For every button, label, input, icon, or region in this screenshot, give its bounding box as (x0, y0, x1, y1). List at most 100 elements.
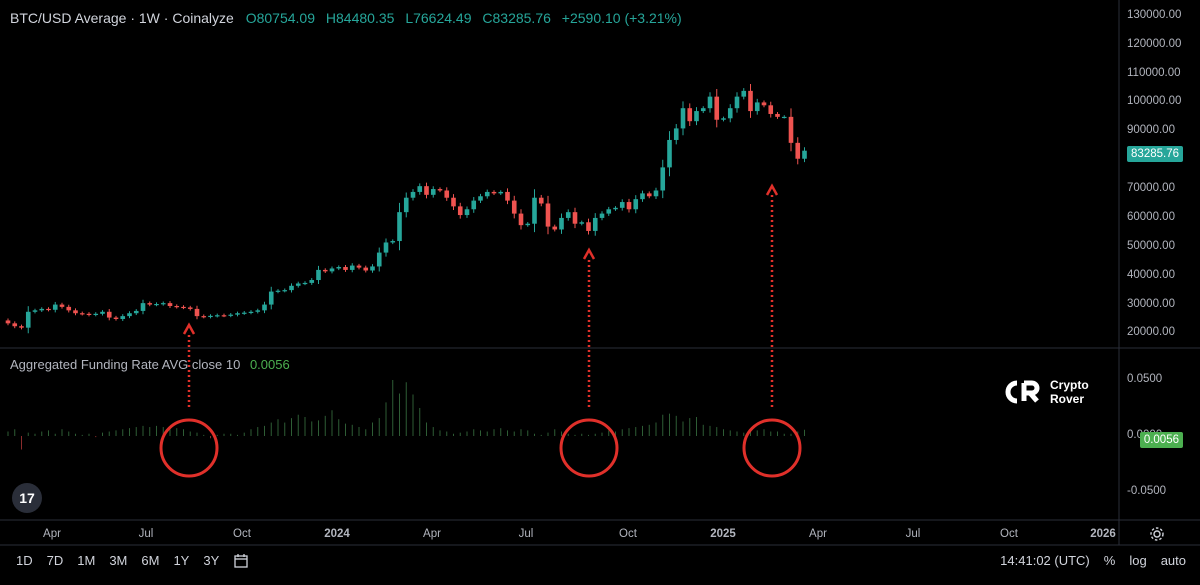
candle-body (410, 191, 416, 198)
timeframe-1d[interactable]: 1D (16, 553, 33, 568)
candle-body (768, 105, 774, 114)
timeframe-1m[interactable]: 1M (77, 553, 96, 568)
candle-body (734, 96, 740, 109)
candle-body (559, 217, 564, 230)
price-axis-tick: 130000.00 (1127, 8, 1182, 21)
candle-body (140, 303, 146, 311)
candle-body (174, 306, 180, 308)
candle-body (383, 242, 389, 253)
candle-body (390, 241, 396, 243)
indicator-value: 0.0056 (249, 357, 290, 372)
candle-body (592, 217, 598, 231)
candle-body (673, 128, 679, 140)
candle-body (329, 268, 335, 272)
candle-body (255, 310, 261, 312)
crypto-rover-mark-icon (1005, 380, 1040, 404)
annotation-arrowhead (582, 247, 596, 260)
candle-body (565, 212, 571, 218)
date-range-icon[interactable] (233, 553, 249, 572)
candle-body (478, 196, 483, 201)
candle-body (471, 200, 477, 210)
candle-body (133, 310, 139, 314)
annotation-arrowhead (182, 322, 196, 335)
auto-toggle[interactable]: auto (1160, 553, 1186, 568)
candle-body (795, 142, 801, 159)
candle-body (376, 252, 382, 267)
candle-body (464, 209, 470, 216)
clock-time[interactable]: 14:41:02 (UTC) (1000, 553, 1090, 568)
candle-body (282, 290, 288, 292)
indicator-title[interactable]: Aggregated Funding Rate AVG close 10 0.0… (10, 357, 290, 372)
timeframe-7d[interactable]: 7D (46, 553, 64, 568)
symbol-title[interactable]: BTC/USD Average · 1W · Coinalyze (10, 10, 234, 26)
candle-body (707, 96, 713, 109)
candle-body (32, 310, 38, 312)
candle-body (505, 191, 510, 201)
annotation-circle (742, 418, 802, 478)
candle-body (160, 303, 166, 305)
candle-body (309, 280, 315, 283)
candle-body (154, 303, 159, 306)
indicator-name: Aggregated Funding Rate AVG close 10 (10, 357, 241, 372)
candle-body (289, 285, 294, 291)
candle-body (802, 150, 807, 159)
candle-body (451, 197, 456, 207)
candle-body (187, 307, 193, 309)
candle-body (545, 203, 551, 227)
timeframe-6m[interactable]: 6M (141, 553, 160, 568)
candle-body (552, 226, 558, 230)
candle-body (538, 197, 544, 204)
candle-body (120, 316, 126, 320)
candle-body (363, 267, 369, 271)
time-axis-tick: Oct (619, 528, 638, 540)
candle-body (660, 167, 666, 191)
timeframe-1y[interactable]: 1Y (173, 553, 190, 568)
candle-body (106, 311, 112, 318)
candle-body (113, 317, 119, 320)
timeframe-3y[interactable]: 3Y (203, 553, 220, 568)
time-axis-tick: 2024 (324, 528, 350, 540)
timeframe-toolbar: 1D 7D 1M 3M 6M 1Y 3Y (16, 553, 263, 572)
candle-body (721, 118, 726, 120)
timeframe-3m[interactable]: 3M (109, 553, 128, 568)
tradingview-logo-icon[interactable]: 17 (12, 483, 42, 513)
open-value: O80754.09 (245, 10, 316, 26)
candle-body (741, 90, 747, 97)
time-axis-tick: Jul (519, 528, 534, 540)
candle-body (86, 313, 92, 316)
candle-body (208, 315, 213, 318)
percent-toggle[interactable]: % (1103, 553, 1116, 568)
time-axis-tick: Apr (809, 528, 827, 540)
candle-body (484, 191, 490, 197)
candle-body (667, 139, 672, 168)
candle-body (25, 311, 31, 328)
candle-body (370, 266, 375, 271)
logo-line-1: Crypto (1050, 378, 1089, 392)
candle-body (5, 320, 11, 324)
candle-body (754, 102, 760, 112)
candle-body (518, 213, 524, 226)
candle-body (700, 108, 706, 112)
low-value: L76624.49 (405, 10, 472, 26)
time-axis-tick: Apr (423, 528, 441, 540)
candle-body (613, 207, 618, 210)
candle-body (221, 315, 227, 317)
price-axis-tick: 120000.00 (1127, 37, 1182, 50)
time-axis-tick: Jul (906, 528, 921, 540)
candle-body (214, 315, 220, 317)
candle-body (100, 311, 105, 314)
candle-body (640, 193, 645, 200)
candle-body (302, 282, 308, 285)
candle-body (52, 304, 58, 310)
funding-axis-tick: -0.0500 (1127, 485, 1167, 497)
candle-body (498, 191, 504, 194)
candle-body (532, 197, 537, 224)
candle-body (714, 96, 720, 120)
price-axis-tick: 40000.00 (1127, 268, 1175, 281)
time-axis-tick: Jul (139, 528, 154, 540)
candle-body (295, 283, 301, 286)
log-toggle[interactable]: log (1129, 553, 1147, 568)
settings-gear-icon[interactable] (1149, 526, 1165, 542)
candle-body (424, 186, 429, 195)
